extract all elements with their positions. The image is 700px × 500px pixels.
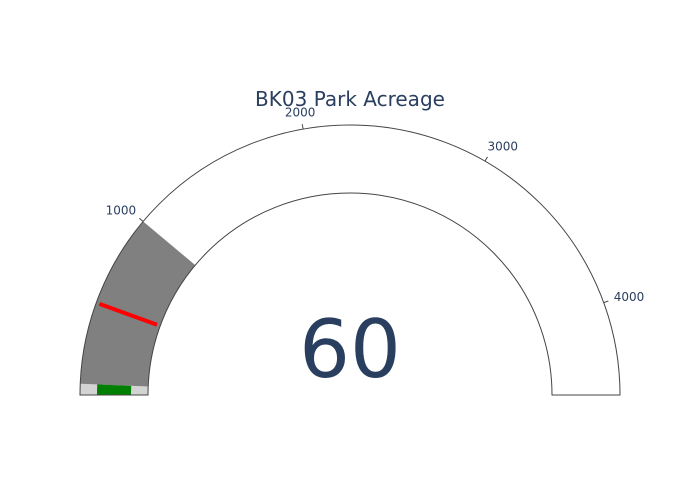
- gauge-threshold-line: [98, 301, 158, 327]
- gauge-tick-2: [301, 124, 304, 130]
- gauge-value: 60: [299, 303, 401, 396]
- gauge-layer: 1000 2000 3000 4000: [79, 105, 645, 396]
- gauge-tick-label-3: 3000: [488, 139, 519, 153]
- gauge-tick-3: [484, 156, 488, 162]
- chart-title: BK03 Park Acreage: [255, 87, 445, 111]
- gauge-tick-label-1: 1000: [106, 204, 137, 218]
- gauge-step-2: [80, 221, 196, 387]
- gauge-border: [79, 124, 621, 396]
- gauge-tick-label-2: 2000: [285, 105, 316, 119]
- gauge-tick-1: [139, 217, 144, 222]
- gauge-tick-label-4: 4000: [614, 290, 645, 304]
- gauge-value-bar: [97, 384, 132, 395]
- gauge-tick-4: [603, 300, 609, 304]
- gauge-background-arc: [80, 125, 620, 395]
